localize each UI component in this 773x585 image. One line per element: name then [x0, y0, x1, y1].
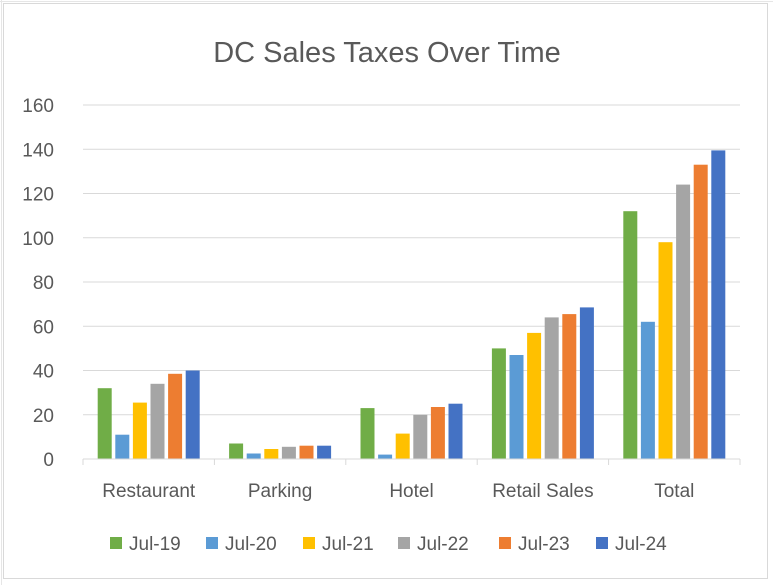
bar[interactable]: [658, 242, 673, 459]
bar[interactable]: [246, 453, 261, 460]
y-tick-label: 140: [22, 140, 54, 161]
bar[interactable]: [448, 403, 463, 459]
bar[interactable]: [185, 370, 200, 460]
bar[interactable]: [640, 321, 655, 459]
bar-chart: DC Sales Taxes Over Time 0 20 40 60 80 100 120…: [22, 37, 741, 555]
bar[interactable]: [229, 443, 244, 460]
x-tick-label: Hotel: [389, 481, 433, 502]
bar[interactable]: [430, 407, 445, 459]
legend-label: Jul-24: [615, 534, 667, 555]
chart-area[interactable]: DC Sales Taxes Over Time 0 20 40 60 80 100 120…: [3, 3, 768, 579]
bar[interactable]: [527, 332, 542, 459]
legend-swatch: [499, 537, 511, 549]
x-tick-label: Retail Sales: [492, 481, 593, 502]
bar[interactable]: [676, 184, 691, 459]
bar[interactable]: [264, 449, 279, 459]
bar[interactable]: [413, 414, 428, 460]
x-tick-label: Restaurant: [102, 481, 196, 502]
legend-label: Jul-21: [322, 534, 374, 555]
legend-label: Jul-19: [129, 534, 181, 555]
bar[interactable]: [132, 402, 147, 459]
y-tick-label: 0: [43, 450, 54, 471]
chart-title: DC Sales Taxes Over Time: [213, 37, 561, 69]
y-tick-label: 100: [22, 229, 54, 250]
y-tick-label: 60: [33, 317, 54, 338]
legend-item[interactable]: Jul-21: [303, 534, 374, 555]
y-tick-label: 40: [33, 362, 54, 383]
legend-swatch: [596, 537, 608, 549]
bar[interactable]: [544, 317, 559, 459]
bar[interactable]: [299, 445, 314, 459]
bar[interactable]: [579, 307, 594, 459]
y-tick-label: 120: [22, 185, 54, 206]
bar[interactable]: [562, 314, 577, 459]
bar[interactable]: [693, 164, 708, 459]
x-tick-label: Total: [654, 481, 694, 502]
legend-label: Jul-23: [518, 534, 570, 555]
x-tick-label: Parking: [248, 481, 312, 502]
bar[interactable]: [711, 150, 726, 459]
bar[interactable]: [97, 388, 112, 459]
bar[interactable]: [115, 434, 130, 459]
bar[interactable]: [150, 383, 165, 459]
legend-label: Jul-20: [225, 534, 277, 555]
bar[interactable]: [509, 355, 524, 459]
legend-swatch: [303, 537, 315, 549]
legend-swatch: [206, 537, 218, 549]
y-tick-label: 80: [33, 273, 54, 294]
legend-swatch: [398, 537, 410, 549]
bar[interactable]: [317, 445, 332, 459]
bar[interactable]: [281, 446, 296, 459]
legend-swatch: [110, 537, 122, 549]
legend-item[interactable]: Jul-19: [110, 534, 181, 555]
bar[interactable]: [378, 454, 393, 459]
bar[interactable]: [491, 348, 506, 459]
y-tick-label: 160: [22, 96, 54, 117]
legend-item[interactable]: Jul-23: [499, 534, 570, 555]
bar[interactable]: [623, 211, 638, 459]
bar[interactable]: [360, 408, 375, 459]
legend-item[interactable]: Jul-22: [398, 534, 469, 555]
legend-item[interactable]: Jul-24: [596, 534, 667, 555]
legend-label: Jul-22: [417, 534, 469, 555]
legend-item[interactable]: Jul-20: [206, 534, 277, 555]
legend: Jul-19 Jul-20 Jul-21 Jul-22 Jul-23 Jul-24: [110, 534, 667, 555]
bar[interactable]: [168, 373, 183, 459]
bar[interactable]: [395, 433, 410, 459]
y-tick-label: 20: [33, 406, 54, 427]
bars: [97, 150, 726, 460]
y-axis-ticks: 0 20 40 60 80 100 120 140 160: [22, 96, 54, 471]
x-axis: Restaurant Parking Hotel Retail Sales Total: [82, 458, 741, 502]
